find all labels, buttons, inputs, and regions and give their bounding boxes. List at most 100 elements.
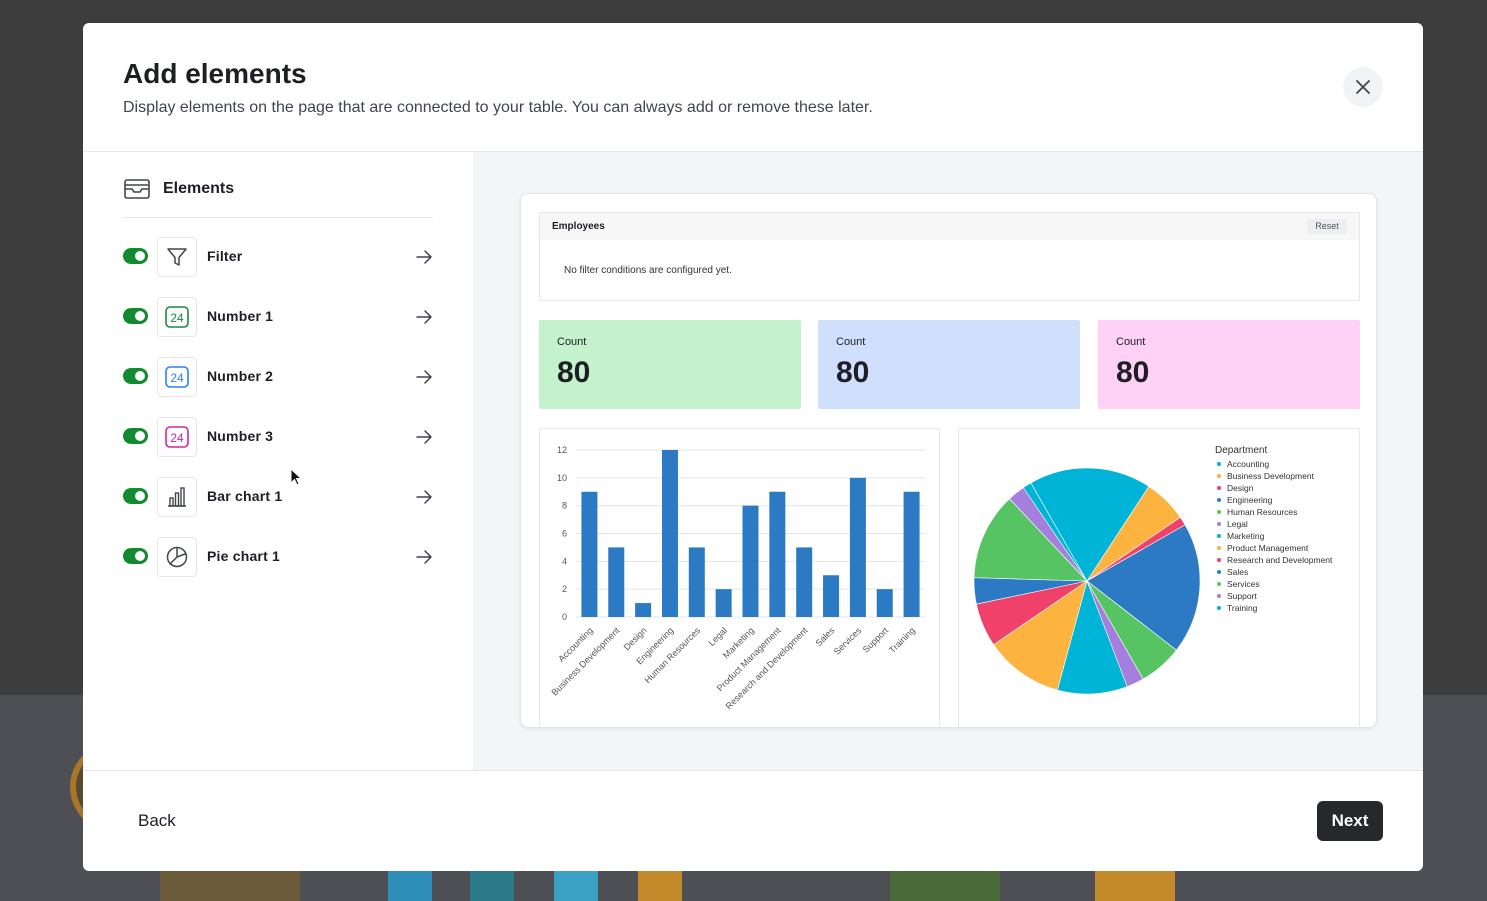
bar (823, 575, 840, 617)
element-icon-box: 24 (157, 297, 197, 337)
element-row-pie-chart-1[interactable]: Pie chart 1 (123, 537, 433, 577)
filter-empty-message: No filter conditions are configured yet. (564, 265, 732, 276)
legend-item: Accounting (1227, 459, 1269, 469)
pie-slice (993, 580, 1088, 691)
element-row-number-1[interactable]: 24 Number 1 (123, 297, 433, 337)
legend-item: Business Development (1227, 471, 1315, 481)
toggle-switch[interactable] (123, 368, 148, 384)
element-label: Bar chart 1 (207, 488, 283, 504)
legend-item: Human Resources (1227, 507, 1297, 517)
legend-item: Product Management (1227, 543, 1309, 553)
number-blue-icon: 24 (165, 366, 189, 388)
svg-text:24: 24 (170, 311, 184, 325)
bar (661, 450, 678, 617)
number-value: 80 (836, 356, 870, 389)
legend-marker (1217, 594, 1221, 598)
backdrop-bar (388, 868, 432, 901)
legend-marker (1217, 498, 1221, 502)
legend-item: Design (1227, 483, 1254, 493)
reset-button[interactable]: Reset (1307, 219, 1347, 234)
filter-title: Employees (552, 221, 605, 232)
pie-slice (1022, 482, 1088, 582)
toggle-switch[interactable] (123, 248, 148, 264)
bar-chart-card: 0 2 4 6 8 10 12 Accounting Business Development D… (539, 428, 940, 727)
legend-item: Engineering (1227, 495, 1273, 505)
element-icon-box (157, 537, 197, 577)
y-tick-label: 4 (562, 556, 567, 566)
back-button[interactable]: Back (138, 811, 176, 830)
pie-slice (1056, 580, 1128, 695)
number-card-2: Count 80 (818, 320, 1080, 409)
number-label: Count (1116, 336, 1146, 348)
legend-item: Research and Development (1227, 555, 1333, 565)
y-tick-label: 0 (562, 612, 567, 622)
element-row-bar-chart-1[interactable]: Bar chart 1 (123, 477, 433, 517)
element-icon-box (157, 237, 197, 277)
y-tick-label: 2 (562, 584, 567, 594)
legend-item: Legal (1227, 519, 1248, 529)
element-label: Filter (207, 248, 243, 264)
legend-marker (1217, 570, 1221, 574)
bar (715, 589, 732, 617)
backdrop-bar (470, 868, 514, 901)
x-tick-label: Training (887, 625, 917, 655)
toggle-switch[interactable] (123, 488, 148, 504)
legend-marker (1217, 534, 1221, 538)
bar (769, 491, 786, 617)
preview-panel: Employees Reset No filter conditions are… (473, 152, 1423, 770)
element-row-number-3[interactable]: 24 Number 3 (123, 417, 433, 457)
toggle-switch[interactable] (123, 428, 148, 444)
x-tick-label: Services (832, 625, 864, 657)
footer-divider (83, 770, 1423, 771)
tray-icon (124, 179, 150, 199)
element-row-number-2[interactable]: 24 Number 2 (123, 357, 433, 397)
element-label: Number 1 (207, 308, 274, 324)
dialog-header: Add elements Display elements on the pag… (83, 23, 1423, 152)
add-elements-dialog: Add elements Display elements on the pag… (83, 23, 1423, 871)
arrow-right-icon[interactable] (415, 368, 433, 386)
legend-marker (1217, 522, 1221, 526)
element-label: Number 3 (207, 428, 274, 444)
legend-marker (1217, 486, 1221, 490)
pie-slice (973, 498, 1088, 582)
pie-slice (1030, 467, 1150, 582)
element-icon-box (157, 477, 197, 517)
legend-marker (1217, 582, 1221, 586)
legend-marker (1217, 474, 1221, 478)
arrow-right-icon[interactable] (415, 308, 433, 326)
elements-panel: Elements Filter 24 Number 1 (83, 152, 473, 770)
number-value: 80 (1116, 356, 1150, 389)
pie-chart: Department Accounting Business Development… (973, 445, 1333, 695)
elements-panel-header: Elements (123, 174, 433, 218)
number-pink-icon: 24 (165, 426, 189, 448)
element-label: Pie chart 1 (207, 548, 281, 564)
element-row-filter[interactable]: Filter (123, 237, 433, 277)
bar (742, 505, 759, 617)
toggle-switch[interactable] (123, 308, 148, 324)
pie-chart-icon (166, 546, 188, 568)
element-label: Number 2 (207, 368, 274, 384)
legend-item: Marketing (1227, 531, 1265, 541)
element-icon-box: 24 (157, 417, 197, 457)
legend-marker (1217, 558, 1221, 562)
arrow-right-icon[interactable] (415, 548, 433, 566)
bar (635, 603, 652, 617)
legend-marker (1217, 606, 1221, 610)
dialog-title: Add elements (123, 58, 307, 89)
backdrop-image (160, 868, 300, 901)
legend-marker (1217, 462, 1221, 466)
close-icon (1356, 80, 1370, 94)
page-preview: Employees Reset No filter conditions are… (520, 193, 1377, 728)
number-card-3: Count 80 (1098, 320, 1360, 409)
x-tick-label: Sales (813, 625, 836, 648)
number-green-icon: 24 (165, 306, 189, 328)
close-button[interactable] (1343, 67, 1383, 107)
arrow-right-icon[interactable] (415, 248, 433, 266)
toggle-switch[interactable] (123, 548, 148, 564)
arrow-right-icon[interactable] (415, 488, 433, 506)
next-button[interactable]: Next (1317, 801, 1383, 841)
legend-item: Services (1227, 579, 1260, 589)
dialog-subtitle: Display elements on the page that are co… (123, 99, 873, 116)
arrow-right-icon[interactable] (415, 428, 433, 446)
pie-chart-card: Department Accounting Business Development… (958, 428, 1360, 727)
